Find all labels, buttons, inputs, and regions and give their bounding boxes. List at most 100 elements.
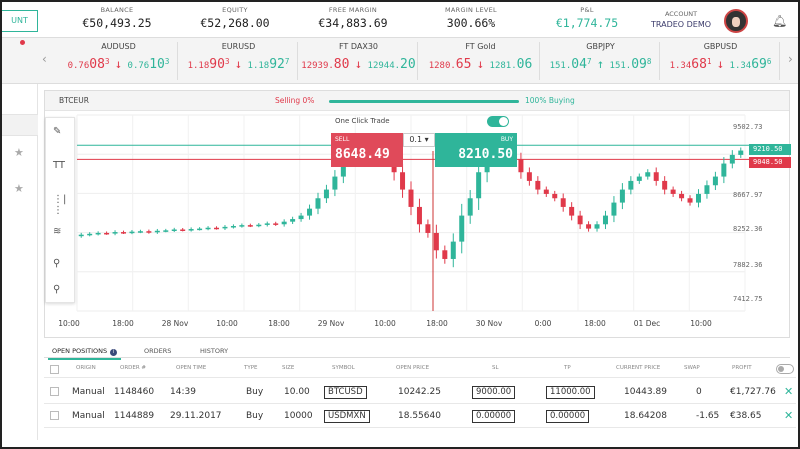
y-tick-label: 8252.36 xyxy=(733,225,763,233)
select-all-checkbox[interactable] xyxy=(50,365,59,374)
tab-orders[interactable]: ORDERS xyxy=(144,347,172,355)
symbol-cell[interactable]: USDMXN xyxy=(324,410,370,423)
sentiment-bar xyxy=(329,100,519,103)
indicator-icon[interactable]: ⋮|⋮ xyxy=(53,194,67,216)
zoom-out-icon[interactable]: ⚲ xyxy=(53,284,61,295)
candle-body xyxy=(619,189,625,203)
info-icon: i xyxy=(110,349,118,356)
chevron-left-icon[interactable]: ‹ xyxy=(42,52,47,66)
balance-stat: BALANCE €50,493.25 xyxy=(62,6,172,30)
column-header[interactable]: OPEN PRICE xyxy=(396,365,430,371)
ticker-symbol: FT DAX30 xyxy=(338,42,379,51)
candle-body xyxy=(323,189,329,199)
avatar[interactable] xyxy=(724,9,748,33)
buy-price: 8210.50 xyxy=(458,147,513,162)
ticker-item[interactable]: GBPJPY 151.047 ↑ 151.098 xyxy=(542,42,660,80)
candle-body xyxy=(560,198,566,207)
ticker-symbol: GBPJPY xyxy=(586,42,615,51)
y-tick-label: 7882.36 xyxy=(733,261,763,269)
candle-body xyxy=(653,172,659,181)
candle-body xyxy=(704,185,710,194)
candle-body xyxy=(577,215,583,225)
tab-history[interactable]: HISTORY xyxy=(200,347,229,355)
candle-body xyxy=(180,229,186,231)
candle-body xyxy=(340,163,346,177)
close-position-icon[interactable]: ✕ xyxy=(784,409,794,422)
star-icon[interactable]: ★ xyxy=(14,182,24,195)
column-header[interactable]: SWAP xyxy=(684,365,700,371)
star-icon[interactable]: ★ xyxy=(14,146,24,159)
candle-body xyxy=(222,226,228,229)
equity-label: EQUITY xyxy=(222,6,248,14)
text-tool-icon[interactable]: TT xyxy=(53,160,66,171)
candle-body xyxy=(298,215,304,220)
candle-body xyxy=(112,232,118,234)
one-click-toggle[interactable] xyxy=(487,116,509,127)
table-row[interactable]: Manual 1144889 29.11.2017 Buy 10000 USDM… xyxy=(44,404,796,428)
ticker-item[interactable]: GBPUSD 1.34681 ↓ 1.34696 xyxy=(662,42,780,80)
account-label: ACCOUNT xyxy=(664,10,698,18)
candle-body xyxy=(476,172,482,199)
equity-value: €52,268.00 xyxy=(200,16,270,30)
tab-open-positions[interactable]: OPEN POSITIONS i xyxy=(47,347,122,360)
bell-icon[interactable]: 🔔︎ xyxy=(772,14,788,28)
ticker-item[interactable]: FT Gold 1280.65 ↓ 1281.06 xyxy=(422,42,540,80)
tp-field[interactable]: 0.00000 xyxy=(546,410,590,423)
pencil-icon[interactable]: ✎ xyxy=(53,126,62,137)
column-header[interactable]: SYMBOL xyxy=(332,365,355,371)
candle-body xyxy=(137,231,143,233)
buy-button[interactable]: BUY 8210.50 xyxy=(435,133,517,167)
arrow-up-icon: ↑ xyxy=(596,57,605,71)
column-header[interactable]: ORDER # xyxy=(120,365,147,371)
account-button[interactable]: UNT xyxy=(2,10,38,32)
ticker-prices: 12939.80 ↓ 12944.20 xyxy=(300,57,417,72)
tp-field[interactable]: 11000.00 xyxy=(546,386,595,399)
ticker-item[interactable]: FT DAX30 12939.80 ↓ 12944.20 xyxy=(300,42,418,80)
sl-field[interactable]: 0.00000 xyxy=(472,410,516,423)
ticker-prices: 1.34681 ↓ 1.34696 xyxy=(662,57,779,72)
row-checkbox[interactable] xyxy=(50,411,59,420)
sidebar-selected-item[interactable] xyxy=(2,114,38,136)
column-header[interactable]: TP xyxy=(564,365,571,371)
chevron-right-icon[interactable]: › xyxy=(788,52,793,66)
ticker-item[interactable]: EURUSD 1.18903 ↓ 1.18927 xyxy=(180,42,298,80)
table-row[interactable]: Manual 1148460 14:39 Buy 10.00 BTCUSD 10… xyxy=(44,380,796,404)
account-info[interactable]: ACCOUNT TRADEO DEMO xyxy=(642,10,720,29)
symbol-cell[interactable]: BTCUSD xyxy=(324,386,367,399)
x-tick-label: 18:00 xyxy=(268,319,290,328)
sell-button[interactable]: SELL 8648.49 xyxy=(331,133,403,167)
chart-panel: BTCEUR Selling 0% 100% Buying ✎ TT ⋮|⋮ ≋… xyxy=(44,90,791,338)
candle-body xyxy=(679,193,685,199)
column-header[interactable]: ORIGIN xyxy=(76,365,96,371)
sl-field[interactable]: 9000.00 xyxy=(472,386,516,399)
quantity-selector[interactable]: 0.1 ▾ xyxy=(403,133,435,147)
sell-price: 8648.49 xyxy=(335,147,390,162)
column-header[interactable]: PROFIT xyxy=(732,365,752,371)
balance-value: €50,493.25 xyxy=(82,16,152,30)
arrow-down-icon: ↓ xyxy=(716,57,725,71)
bid-price: 1280.65 xyxy=(428,57,472,72)
ticker-item[interactable]: AUDUSD 0.76083 ↓ 0.76103 xyxy=(60,42,178,80)
column-header[interactable]: OPEN TIME xyxy=(176,365,207,371)
close-position-icon[interactable]: ✕ xyxy=(784,385,794,398)
arrow-down-icon: ↓ xyxy=(114,57,123,71)
column-header[interactable]: CURRENT PRICE xyxy=(616,365,661,371)
candle-body xyxy=(450,241,456,259)
fib-tool-icon[interactable]: ≋ xyxy=(53,226,62,237)
columns-toggle[interactable] xyxy=(776,364,794,374)
candle-body xyxy=(695,193,701,203)
ask-price: 0.76103 xyxy=(127,57,170,72)
type-cell: Buy xyxy=(246,411,264,421)
column-header[interactable]: SIZE xyxy=(282,365,295,371)
row-checkbox[interactable] xyxy=(50,387,59,396)
column-header[interactable]: TYPE xyxy=(244,365,258,371)
candle-body xyxy=(459,215,465,242)
free-margin-value: €34,883.69 xyxy=(318,16,388,30)
column-header[interactable]: SL xyxy=(492,365,499,371)
y-tick-label: 8667.97 xyxy=(733,191,763,199)
table-header: ORIGIN ORDER # OPEN TIME TYPE SIZE SYMBOL OPEN… xyxy=(44,360,796,378)
candle-body xyxy=(552,193,558,199)
zoom-in-icon[interactable]: ⚲ xyxy=(53,258,61,269)
arrow-down-icon: ↓ xyxy=(354,57,363,71)
